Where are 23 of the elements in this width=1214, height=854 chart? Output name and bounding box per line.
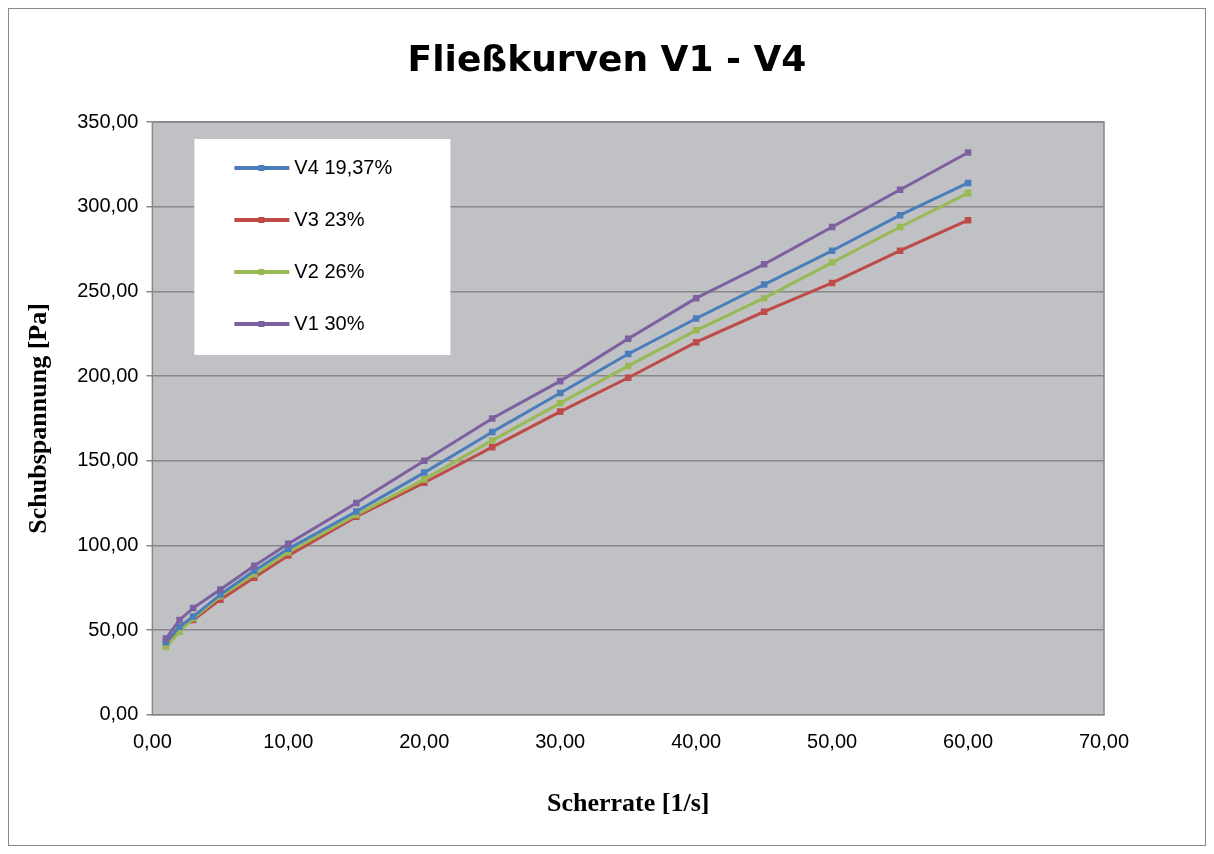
y-tick-label: 100,00	[77, 532, 139, 555]
x-tick-label: 20,00	[399, 730, 450, 753]
y-tick-label: 300,00	[77, 194, 139, 217]
y-tick-label: 50,00	[88, 617, 139, 640]
legend-label: V3 23%	[294, 207, 365, 230]
x-tick-label: 0,00	[132, 730, 172, 753]
legend-label: V4 19,37%	[294, 155, 393, 178]
x-axis-title: Scherrate [1/s]	[546, 788, 710, 818]
y-tick-label: 0,00	[99, 702, 139, 725]
legend-label: V1 30%	[294, 311, 365, 334]
chart-title: Fließkurven V1 - V4	[406, 38, 808, 79]
x-tick-label: 60,00	[943, 730, 994, 753]
x-tick-label: 40,00	[671, 730, 722, 753]
y-tick-label: 350,00	[77, 109, 139, 132]
x-tick-label: 70,00	[1078, 730, 1130, 753]
y-axis-title: Schubspannung [Pa]	[23, 303, 53, 534]
y-tick-label: 200,00	[77, 363, 139, 386]
y-tick-label: 150,00	[77, 448, 139, 471]
x-tick-label: 30,00	[535, 730, 586, 753]
x-tick-label: 10,00	[263, 730, 314, 753]
y-tick-label: 250,00	[77, 278, 139, 301]
x-tick-label: 50,00	[807, 730, 858, 753]
legend-label: V2 26%	[294, 259, 365, 282]
